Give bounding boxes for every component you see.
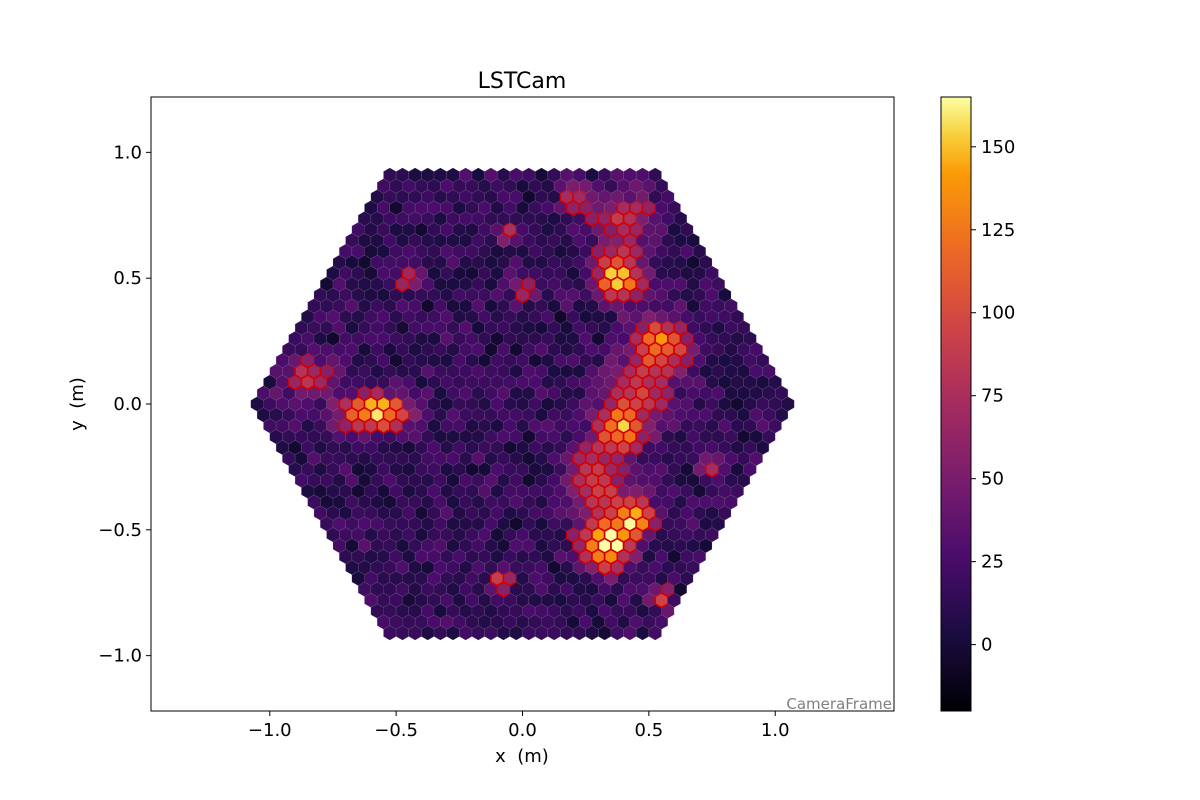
camera-pixels [250, 167, 795, 641]
x-tick-label: −0.5 [374, 720, 418, 741]
y-axis: −1.0 −0.5 0.0 0.5 1.0 [98, 142, 151, 667]
camera-pixel [648, 167, 662, 183]
chart-title: LSTCam [478, 69, 567, 94]
colorbar-tick-label: 75 [981, 386, 1004, 407]
y-tick-label: −1.0 [98, 646, 142, 667]
camera-frame-label: CameraFrame [786, 695, 892, 713]
x-tick-label: 0.0 [508, 720, 537, 741]
x-tick-label: 1.0 [761, 720, 790, 741]
y-tick-label: 1.0 [113, 142, 142, 163]
colorbar-tick-label: 125 [981, 220, 1015, 241]
y-tick-label: 0.0 [113, 394, 142, 415]
x-tick-label: 0.5 [635, 720, 664, 741]
colorbar [940, 96, 972, 712]
colorbar-tick-label: 150 [981, 137, 1015, 158]
y-tick-label: −0.5 [98, 520, 142, 541]
y-tick-label: 0.5 [113, 268, 142, 289]
colorbar-ticks: 0 25 50 75 100 125 150 [971, 137, 1015, 656]
x-axis-label: x (m) [495, 746, 549, 767]
colorbar-tick-label: 50 [981, 469, 1004, 490]
colorbar-tick-label: 0 [981, 635, 992, 656]
colorbar-tick-label: 25 [981, 552, 1004, 573]
x-axis: −1.0 −0.5 0.0 0.5 1.0 [248, 711, 790, 741]
x-tick-label: −1.0 [248, 720, 292, 741]
y-axis-label: y (m) [67, 377, 88, 431]
colorbar-tick-label: 100 [981, 303, 1015, 324]
